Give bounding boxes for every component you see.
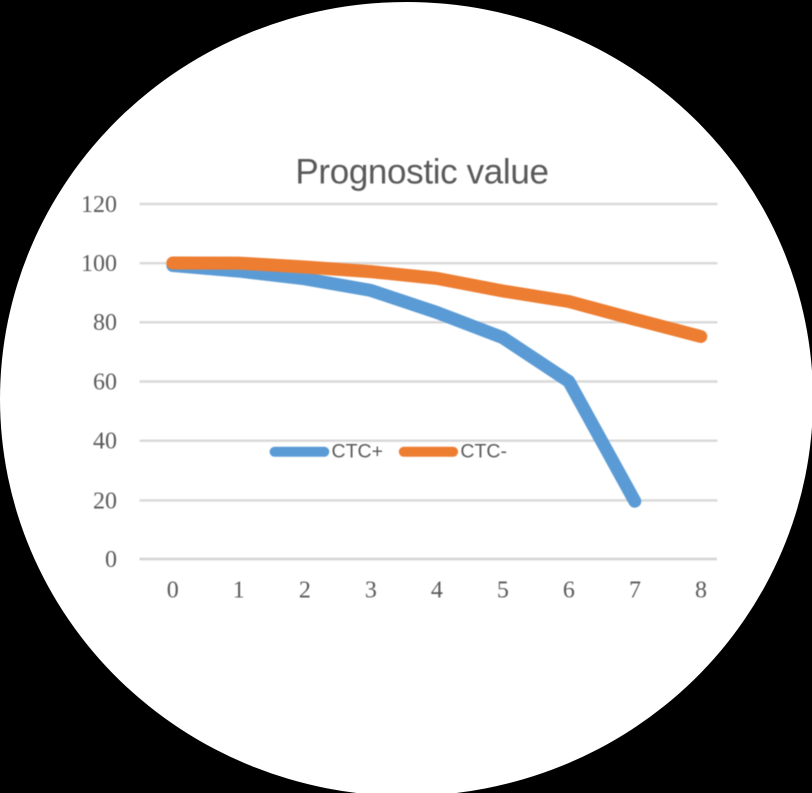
svg-text:20: 20 [93,488,117,514]
svg-text:Prognostic value: Prognostic value [295,153,548,192]
svg-text:2: 2 [299,578,311,604]
svg-text:3: 3 [365,578,377,604]
svg-text:80: 80 [93,310,117,336]
svg-text:120: 120 [81,192,117,218]
svg-text:60: 60 [93,369,117,395]
svg-text:40: 40 [93,429,117,455]
svg-text:6: 6 [563,578,575,604]
svg-text:5: 5 [497,578,509,604]
svg-text:CTC+: CTC+ [332,441,383,463]
svg-text:1: 1 [233,578,245,604]
svg-text:4: 4 [431,578,443,604]
svg-text:CTC-: CTC- [460,441,507,463]
svg-text:100: 100 [81,251,117,277]
svg-text:0: 0 [105,547,117,573]
svg-text:8: 8 [695,578,707,604]
svg-text:0: 0 [167,578,179,604]
svg-text:7: 7 [629,578,641,604]
